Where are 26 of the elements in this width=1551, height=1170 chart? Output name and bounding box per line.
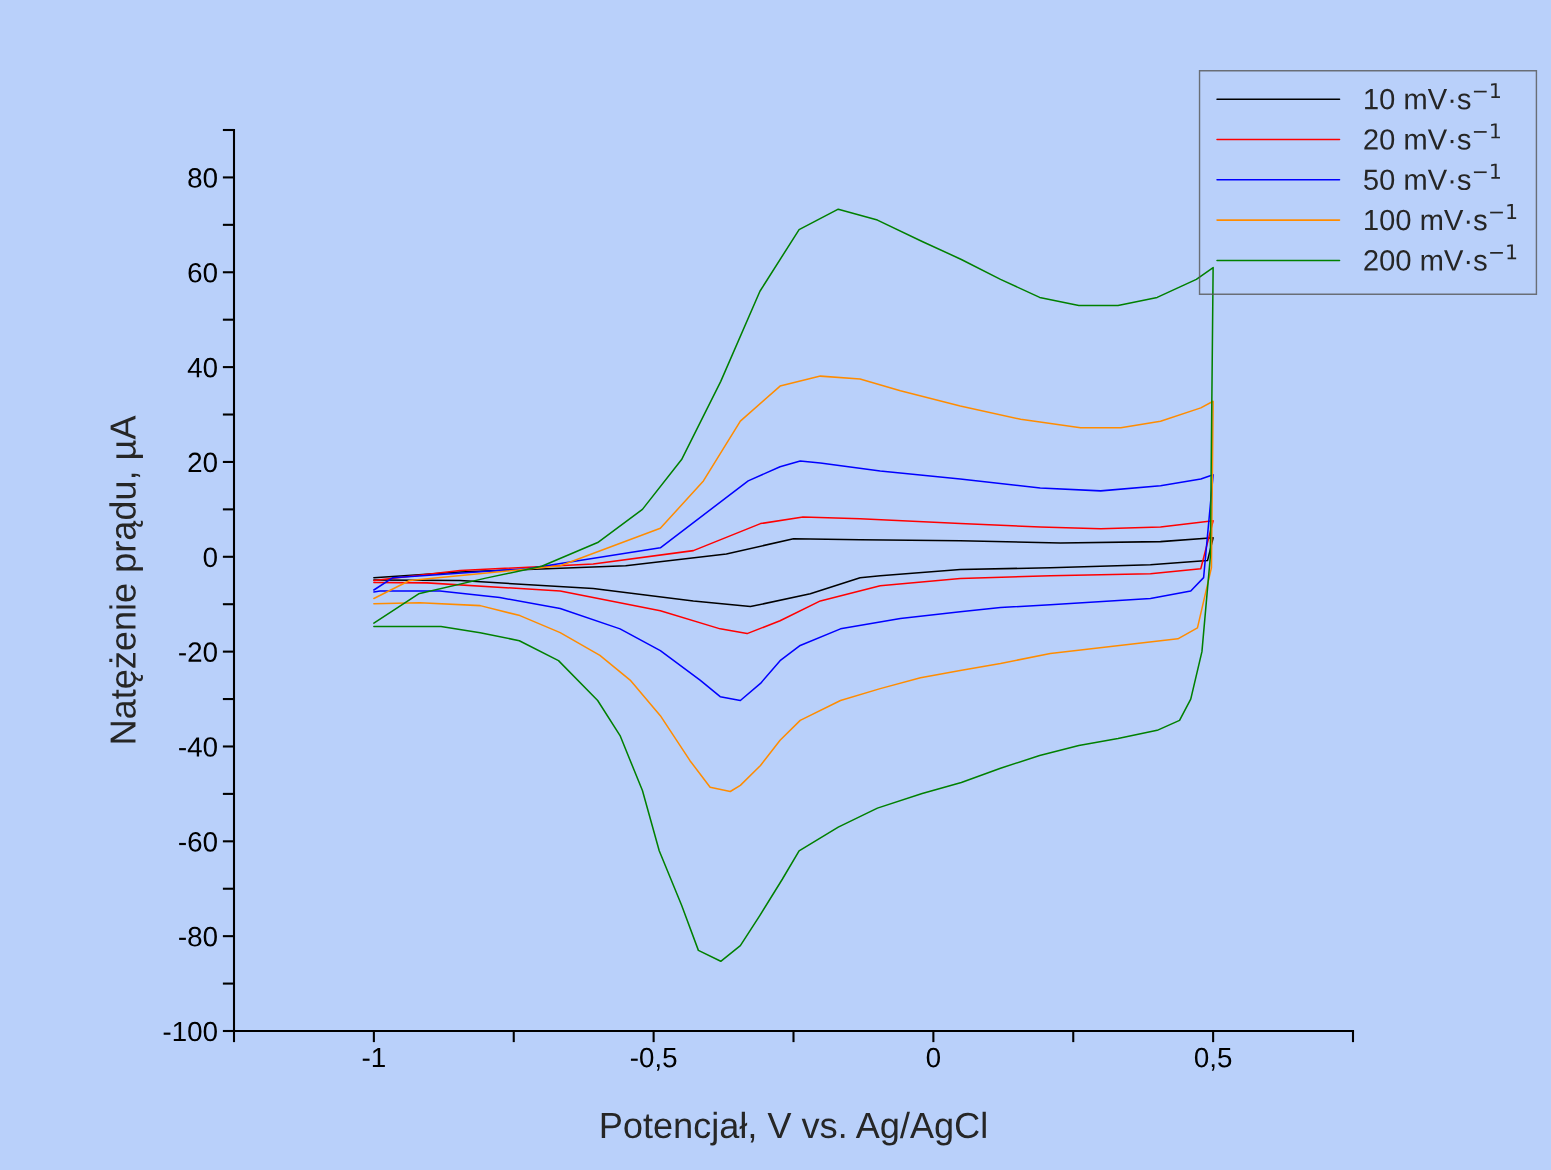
y-axis-title: Natężenie prądu, µA [109,415,143,743]
y-tick-label: 80 [188,168,217,188]
legend-label: 100 mV·s$^{−1}$ [1365,204,1517,231]
legend-label: 50 mV·s$^{−1}$ [1364,163,1500,191]
y-tick-label: 40 [187,357,217,378]
y-tick-label: 0 [203,547,217,568]
x-tick-label: 0 [926,1047,941,1068]
line-series [373,375,1214,793]
y-tick-label: -80 [179,926,217,947]
x-tick-label: -0,5 [630,1047,677,1071]
x-tick-label: -1 [362,1047,385,1068]
y-tick-label: -20 [179,642,217,662]
line-series [373,516,1214,635]
x-axis-title: Potencjał, V vs. Ag/AgCl [601,1111,986,1146]
y-tick-label: 20 [188,452,217,473]
legend-label: 10 mV·s$^{−1}$ [1365,83,1500,110]
line-series [373,460,1214,702]
line-series [373,208,1214,963]
y-tick-label: 60 [188,262,217,283]
legend-label: 20 mV·s$^{−1}$ [1364,123,1500,150]
y-tick-label: -100 [163,1021,217,1042]
y-tick-label: -40 [179,737,217,757]
y-tick-label: -60 [179,831,217,852]
line-series [373,537,1214,608]
legend-label: 200 mV·s$^{−1}$ [1364,244,1517,271]
x-tick-label: 0,5 [1194,1047,1232,1071]
